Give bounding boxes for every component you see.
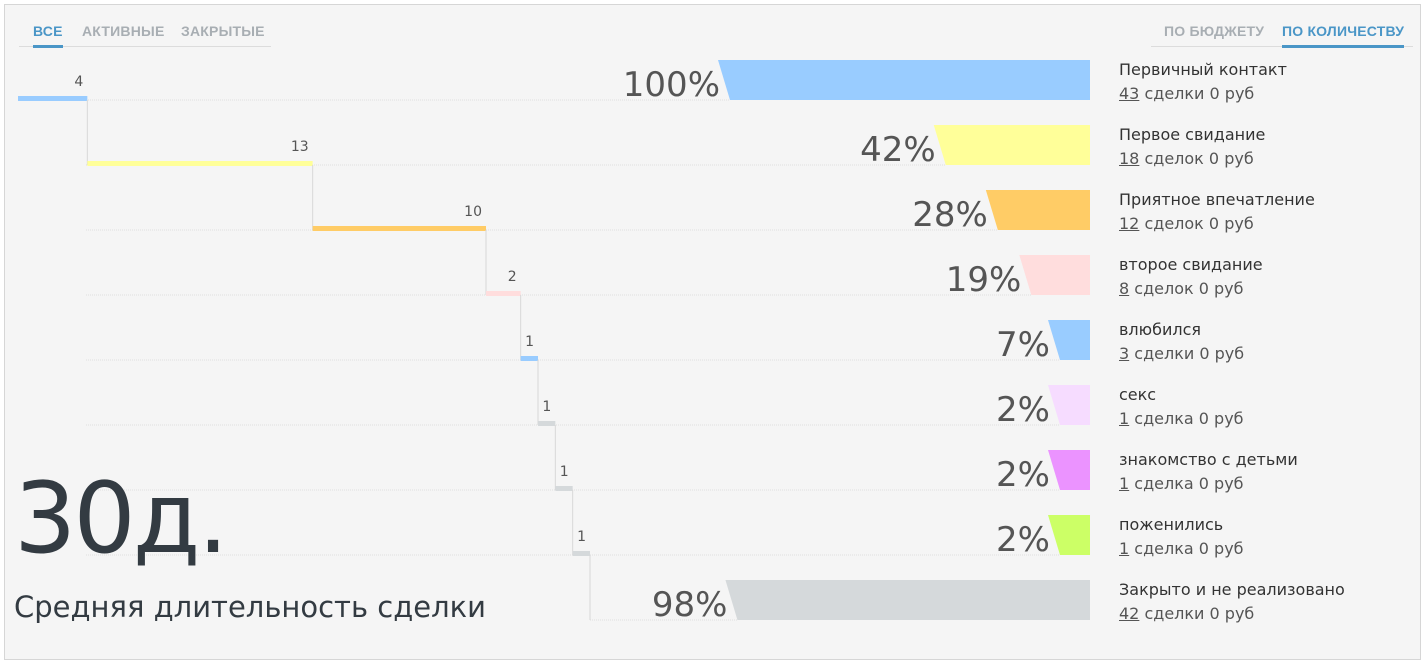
stage-deal-count-link[interactable]: 43 — [1119, 84, 1140, 103]
stage-deal-count-link[interactable]: 3 — [1119, 344, 1130, 363]
average-duration-value: 30д. — [14, 462, 229, 576]
stage-summary: 43 сделки 0 руб — [1119, 82, 1409, 106]
stage-deal-count-link[interactable]: 1 — [1119, 474, 1130, 493]
stage-name: Закрыто и не реализовано — [1119, 580, 1345, 599]
duration-label: 10 — [464, 204, 482, 220]
stage-summary: 1 сделка 0 руб — [1119, 407, 1409, 431]
duration-step — [18, 96, 88, 101]
duration-step — [555, 486, 573, 491]
stage-item: знакомство с детьми 1 сделка 0 руб — [1119, 448, 1409, 496]
stage-summary: 1 сделка 0 руб — [1119, 537, 1409, 561]
duration-label: 1 — [560, 464, 569, 480]
percent-label: 7% — [996, 325, 1050, 365]
percent-label: 19% — [946, 260, 1022, 300]
average-duration-label: Средняя длительность сделки — [14, 590, 487, 624]
stage-name: знакомство с детьми — [1119, 450, 1298, 469]
stage-name: Первичный контакт — [1119, 60, 1287, 79]
stage-name: Приятное впечатление — [1119, 190, 1315, 209]
percent-label: 100% — [623, 65, 720, 105]
stage-summary: 1 сделка 0 руб — [1119, 472, 1409, 496]
stage-name: Первое свидание — [1119, 125, 1266, 144]
stage-deal-count-link[interactable]: 18 — [1119, 149, 1140, 168]
percent-label: 28% — [912, 195, 988, 235]
stage-deal-count-link[interactable]: 12 — [1119, 214, 1140, 233]
stage-item: поженились 1 сделка 0 руб — [1119, 513, 1409, 561]
funnel-bar — [933, 125, 1090, 165]
duration-label: 1 — [525, 334, 534, 350]
funnel-bar — [1048, 385, 1090, 425]
stage-item: секс 1 сделка 0 руб — [1119, 383, 1409, 431]
duration-label: 13 — [291, 139, 309, 155]
funnel-bar — [1048, 320, 1090, 360]
duration-step — [312, 226, 486, 231]
duration-step — [538, 421, 556, 426]
funnel-bar — [718, 60, 1090, 100]
percent-label: 2% — [996, 520, 1050, 560]
duration-label: 1 — [577, 529, 586, 545]
stage-suffix: сделка 0 руб — [1134, 409, 1244, 428]
funnel-bar — [1048, 515, 1090, 555]
tab-closed[interactable]: ЗАКРЫТЫЕ — [181, 23, 265, 39]
stage-suffix: сделка 0 руб — [1134, 539, 1244, 558]
duration-label: 4 — [74, 74, 83, 90]
stage-name: второе свидание — [1119, 255, 1263, 274]
stage-deal-count-link[interactable]: 42 — [1119, 604, 1140, 623]
percent-label: 42% — [860, 130, 936, 170]
tab-active[interactable]: АКТИВНЫЕ — [82, 23, 165, 39]
duration-step — [572, 551, 590, 556]
stage-item: Первое свидание 18 сделок 0 руб — [1119, 123, 1409, 171]
stage-suffix: сделки 0 руб — [1144, 84, 1255, 103]
duration-label: 1 — [542, 399, 551, 415]
stage-summary: 42 сделки 0 руб — [1119, 602, 1409, 626]
funnel-bar — [1019, 255, 1090, 295]
metric-tabs: ПО БЮДЖЕТУ ПО КОЛИЧЕСТВУ — [1151, 21, 1413, 48]
stage-deal-count-link[interactable]: 1 — [1119, 539, 1130, 558]
stage-deal-count-link[interactable]: 1 — [1119, 409, 1130, 428]
stage-name: поженились — [1119, 515, 1224, 534]
stage-suffix: сделок 0 руб — [1144, 214, 1254, 233]
duration-step — [520, 356, 538, 361]
percent-label: 2% — [996, 455, 1050, 495]
funnel-bar — [985, 190, 1090, 230]
stage-deal-count-link[interactable]: 8 — [1119, 279, 1130, 298]
stage-name: секс — [1119, 385, 1157, 404]
stage-suffix: сделок 0 руб — [1134, 279, 1244, 298]
stage-item: Приятное впечатление 12 сделок 0 руб — [1119, 188, 1409, 236]
stage-summary: 18 сделок 0 руб — [1119, 147, 1409, 171]
stage-summary: 3 сделки 0 руб — [1119, 342, 1409, 366]
stage-item: влюбился 3 сделки 0 руб — [1119, 318, 1409, 366]
funnel-bar — [725, 580, 1090, 620]
stage-suffix: сделка 0 руб — [1134, 474, 1244, 493]
duration-step — [87, 161, 313, 166]
status-tabs: ВСЕ АКТИВНЫЕ ЗАКРЫТЫЕ — [19, 21, 271, 48]
tab-by-count[interactable]: ПО КОЛИЧЕСТВУ — [1282, 23, 1405, 48]
stage-item: Закрыто и не реализовано 42 сделки 0 руб — [1119, 578, 1409, 626]
stage-suffix: сделок 0 руб — [1144, 149, 1254, 168]
stage-item: второе свидание 8 сделок 0 руб — [1119, 253, 1409, 301]
percent-label: 2% — [996, 390, 1050, 430]
stage-summary: 12 сделок 0 руб — [1119, 212, 1409, 236]
pipeline-panel: ВСЕ АКТИВНЫЕ ЗАКРЫТЫЕ ПО БЮДЖЕТУ ПО КОЛИ… — [4, 4, 1421, 660]
duration-step — [486, 291, 521, 296]
stage-item: Первичный контакт 43 сделки 0 руб — [1119, 58, 1409, 106]
funnel-bar — [1048, 450, 1090, 490]
tab-all[interactable]: ВСЕ — [33, 23, 63, 48]
stage-suffix: сделки 0 руб — [1134, 344, 1245, 363]
stage-summary: 8 сделок 0 руб — [1119, 277, 1409, 301]
duration-label: 2 — [508, 269, 517, 285]
tab-by-budget[interactable]: ПО БЮДЖЕТУ — [1164, 23, 1265, 39]
stage-name: влюбился — [1119, 320, 1202, 339]
stage-suffix: сделки 0 руб — [1144, 604, 1255, 623]
percent-label: 98% — [652, 585, 728, 625]
